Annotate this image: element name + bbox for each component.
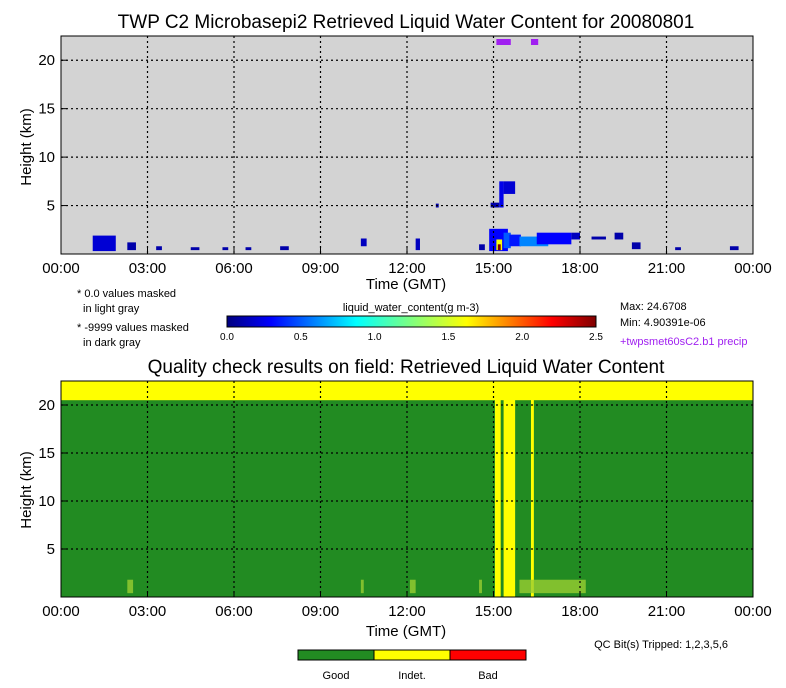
colorbar-label: liquid_water_content(g m-3) [343, 302, 479, 314]
cloud-feature-13 [497, 244, 501, 251]
y-axis-label-bottom: Height (km) [18, 451, 35, 529]
top-ytick-label-1: 10 [38, 149, 55, 166]
qc-bits-tripped: QC Bit(s) Tripped: 1,2,3,5,6 [594, 639, 728, 651]
top-ytick-label-3: 20 [38, 52, 55, 69]
cloud-feature-6 [280, 246, 289, 251]
cloud-feature-1 [127, 242, 136, 251]
note-light-gray: in light gray [83, 303, 140, 315]
cloud-feature-2 [156, 246, 162, 251]
colorbar-tick-0: 0.0 [220, 332, 234, 343]
colorbar-tick-1: 0.5 [294, 332, 308, 343]
cloud-feature-17 [536, 232, 572, 245]
cloud-feature-20 [503, 181, 516, 194]
cloud-feature-4 [222, 247, 229, 251]
top-plot-area: 00:00 03:00 06:00 09:00 12:00 15:00 18:00 21:00… [38, 35, 772, 277]
precip-label: +twpsmet60sC2.b1 precip [620, 336, 747, 348]
qc-good-field [61, 381, 753, 597]
precip-marker-1 [530, 39, 539, 45]
bottom-xtick-label-5: 15:00 [475, 603, 513, 620]
top-xtick-label-5: 15:00 [475, 260, 513, 277]
top-xtick-label-6: 18:00 [561, 260, 599, 277]
bottom-xtick-label-7: 21:00 [648, 603, 686, 620]
precip-marker-0 [496, 39, 511, 45]
stat-min: Min: 4.90391e-06 [620, 317, 706, 329]
top-ytick-label-2: 15 [38, 101, 55, 118]
bottom-xtick-label-8: 00:00 [734, 603, 772, 620]
top-ytick-label-0: 5 [47, 198, 55, 215]
top-xtick-label-2: 06:00 [215, 260, 253, 277]
bottom-xtick-label-1: 03:00 [129, 603, 167, 620]
stat-max: Max: 24.6708 [620, 301, 687, 313]
cloud-feature-26 [729, 246, 739, 251]
top-xtick-label-3: 09:00 [302, 260, 340, 277]
cloud-feature-25 [675, 247, 681, 251]
qc-legend-swatch-2 [449, 649, 527, 661]
cloud-feature-19 [499, 181, 504, 208]
qc-indet-top-band [61, 381, 753, 401]
qc-legend-label-0: Good [323, 670, 350, 682]
cloud-feature-8 [415, 238, 420, 251]
bottom-frame [60, 380, 754, 598]
colorbar-tick-2: 1.0 [368, 332, 382, 343]
cloud-feature-23 [614, 232, 624, 240]
x-axis-label-bottom: Time (GMT) [366, 623, 446, 640]
qc-indet-speck-0 [409, 579, 416, 594]
colorbar [226, 315, 597, 328]
cloud-feature-10 [479, 244, 485, 251]
colorbar-tick-4: 2.0 [515, 332, 529, 343]
bottom-xtick-label-3: 09:00 [302, 603, 340, 620]
note-dark-gray: in dark gray [83, 337, 141, 349]
y-axis-label-top: Height (km) [18, 108, 35, 186]
bottom-plot-area: 00:00 03:00 06:00 09:00 12:00 15:00 18:00 21:00… [38, 380, 772, 620]
cloud-feature-3 [190, 247, 200, 251]
cloud-feature-21 [490, 202, 500, 208]
qc-legend-swatch-0 [297, 649, 375, 661]
cloud-feature-18 [571, 232, 580, 240]
qc-legend-label-2: Bad [478, 670, 498, 682]
chart-title-bottom: Quality check results on field: Retrieve… [148, 357, 665, 378]
top-xtick-label-8: 00:00 [734, 260, 772, 277]
qc-indet-speck-4 [479, 579, 482, 594]
cloud-feature-5 [245, 247, 252, 251]
qc-indet-speck-2 [127, 579, 134, 594]
qc-legend: Good Indet. Bad [297, 649, 527, 682]
cloud-feature-22 [591, 236, 606, 240]
top-frame [60, 35, 754, 255]
bottom-ytick-label-0: 5 [47, 541, 55, 558]
top-xtick-label-0: 00:00 [42, 260, 80, 277]
bottom-ytick-label-2: 15 [38, 445, 55, 462]
qc-indet-speck-3 [360, 579, 364, 594]
bottom-ytick-label-1: 10 [38, 493, 55, 510]
bottom-xtick-label-6: 18:00 [561, 603, 599, 620]
cloud-feature-0 [92, 235, 116, 252]
qc-indet-column-1 [503, 381, 516, 597]
bottom-xtick-label-0: 00:00 [42, 603, 80, 620]
top-xtick-label-4: 12:00 [388, 260, 426, 277]
colorbar-ticks: 0.0 0.5 1.0 1.5 2.0 2.5 [220, 332, 603, 343]
qc-legend-label-1: Indet. [398, 670, 426, 682]
note-missing-masked: * -9999 values masked [77, 322, 189, 334]
bottom-ytick-label-3: 20 [38, 397, 55, 414]
colorbar-tick-5: 2.5 [589, 332, 603, 343]
qc-indet-speck-1 [519, 579, 586, 594]
top-xtick-label-7: 21:00 [648, 260, 686, 277]
bottom-xtick-label-4: 12:00 [388, 603, 426, 620]
cloud-feature-15 [509, 234, 521, 247]
qc-indet-column-0 [494, 381, 501, 597]
qc-indet-column-2 [530, 381, 534, 597]
cloud-feature-14 [503, 232, 511, 249]
top-xtick-label-1: 03:00 [129, 260, 167, 277]
cloud-feature-7 [360, 238, 367, 247]
x-axis-label-top: Time (GMT) [366, 276, 446, 293]
chart-title-top: TWP C2 Microbasepi2 Retrieved Liquid Wat… [118, 12, 695, 33]
note-zero-masked: * 0.0 values masked [77, 288, 176, 300]
qc-legend-swatch-1 [373, 649, 451, 661]
colorbar-tick-3: 1.5 [441, 332, 455, 343]
cloud-feature-16 [519, 236, 549, 247]
bottom-xtick-label-2: 06:00 [215, 603, 253, 620]
cloud-feature-24 [631, 242, 641, 250]
